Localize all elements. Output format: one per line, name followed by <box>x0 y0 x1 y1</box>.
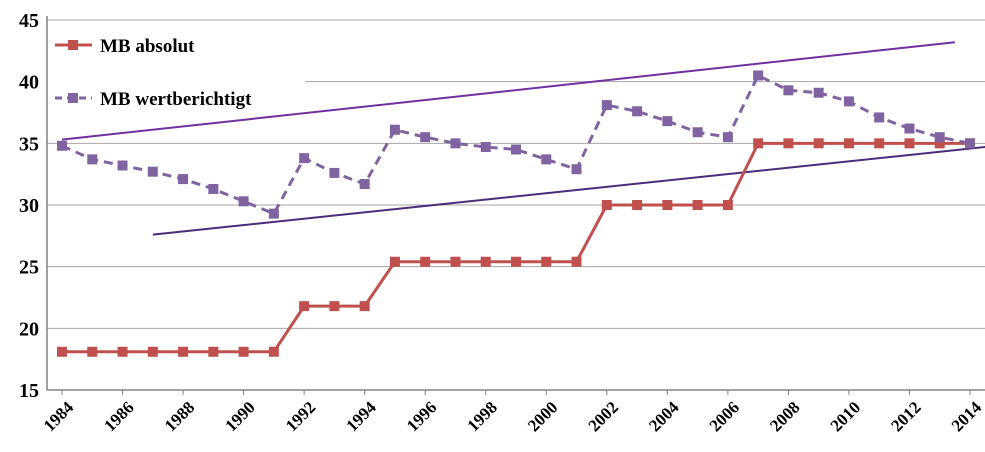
x-tick-label: 2004 <box>645 397 683 435</box>
data-point <box>480 256 491 267</box>
data-point <box>147 166 158 177</box>
data-point <box>87 346 98 357</box>
data-point <box>783 138 794 149</box>
x-tick-label: 1984 <box>40 397 78 435</box>
data-point <box>541 256 552 267</box>
data-point <box>420 256 431 267</box>
x-tick-label: 2012 <box>887 398 924 435</box>
x-tick-label: 2000 <box>524 398 561 435</box>
data-point <box>692 200 703 210</box>
data-point <box>299 301 310 312</box>
data-point <box>813 87 824 98</box>
legend-marker-mb-absolut <box>68 40 78 50</box>
data-point <box>450 138 461 149</box>
data-point <box>934 138 945 149</box>
data-point <box>450 256 461 267</box>
x-tick-label: 2002 <box>585 398 622 435</box>
data-point <box>117 346 128 357</box>
x-tick-label: 1998 <box>463 398 500 435</box>
data-point <box>601 100 612 111</box>
y-tick-label: 20 <box>19 318 39 340</box>
data-point <box>632 106 643 117</box>
legend-label-mb-absolut: MB absolut <box>100 36 195 57</box>
data-point <box>57 346 67 357</box>
data-point <box>238 346 249 357</box>
data-point <box>874 112 885 123</box>
data-point <box>208 183 219 194</box>
y-tick-label: 25 <box>19 257 39 279</box>
x-tick-label: 2010 <box>827 398 864 435</box>
x-tick-label: 2008 <box>766 398 803 435</box>
x-tick-label: 1996 <box>403 398 440 435</box>
x-tick-label: 2006 <box>706 398 743 435</box>
data-point <box>511 256 521 267</box>
data-point <box>178 346 189 357</box>
data-point <box>843 138 854 149</box>
trend-line <box>152 146 985 236</box>
series-layer <box>57 70 975 357</box>
data-point <box>511 144 521 155</box>
data-point <box>480 142 491 153</box>
x-tick-label: 1990 <box>221 398 258 435</box>
data-point <box>632 200 643 210</box>
data-point <box>753 70 764 81</box>
gridlines <box>47 19 985 391</box>
x-tick-label: 2014 <box>948 397 985 435</box>
data-point <box>268 346 279 357</box>
trend-line <box>61 41 955 141</box>
data-point <box>359 301 370 312</box>
trend-lines <box>61 41 985 236</box>
data-point <box>299 153 310 164</box>
y-tick-label: 15 <box>19 380 39 402</box>
data-point <box>178 174 189 185</box>
data-point <box>389 256 400 267</box>
data-point <box>571 164 582 175</box>
data-point <box>57 140 67 151</box>
data-point <box>541 154 552 165</box>
data-point <box>722 132 733 143</box>
x-tick-label: 1988 <box>161 398 198 435</box>
x-tick-label: 1986 <box>100 398 137 435</box>
data-point <box>662 116 673 127</box>
data-point <box>692 127 703 138</box>
data-point <box>783 85 794 96</box>
data-point <box>117 160 128 171</box>
series-line <box>62 141 970 354</box>
data-point <box>904 123 915 134</box>
data-point <box>601 200 612 210</box>
y-tick-label: 40 <box>19 72 39 94</box>
data-point <box>904 138 915 149</box>
data-point <box>238 196 249 207</box>
data-point <box>87 154 98 165</box>
data-point <box>813 138 824 149</box>
data-point <box>420 132 431 143</box>
axes <box>46 16 985 395</box>
x-tick-label: 1994 <box>342 397 380 435</box>
data-point <box>389 124 400 135</box>
y-tick-label: 35 <box>19 133 39 155</box>
data-point <box>147 346 158 357</box>
data-point <box>329 301 340 312</box>
data-point <box>753 138 764 149</box>
data-point <box>268 208 279 219</box>
y-tick-labels: 15 20 25 30 35 40 45 <box>19 10 39 402</box>
data-point <box>874 138 885 149</box>
y-tick-label: 30 <box>19 195 39 217</box>
data-point <box>662 200 673 210</box>
data-point <box>359 179 370 190</box>
data-point <box>208 346 219 357</box>
data-point <box>934 132 945 143</box>
legend: MB absolut MB wertberichtigt <box>55 36 252 110</box>
legend-marker-mb-wertberichtigt <box>68 93 78 103</box>
x-tick-label: 1992 <box>282 398 319 435</box>
y-tick-label: 45 <box>19 10 39 32</box>
x-tick-labels: 1984 1986 1988 1990 1992 1994 1996 1998 2000 2002… <box>40 397 985 435</box>
data-point <box>722 200 733 210</box>
legend-label-mb-wertberichtigt: MB wertberichtigt <box>100 89 252 110</box>
data-point <box>329 167 340 178</box>
data-point <box>571 256 582 267</box>
data-point <box>965 138 975 149</box>
data-point <box>843 96 854 107</box>
